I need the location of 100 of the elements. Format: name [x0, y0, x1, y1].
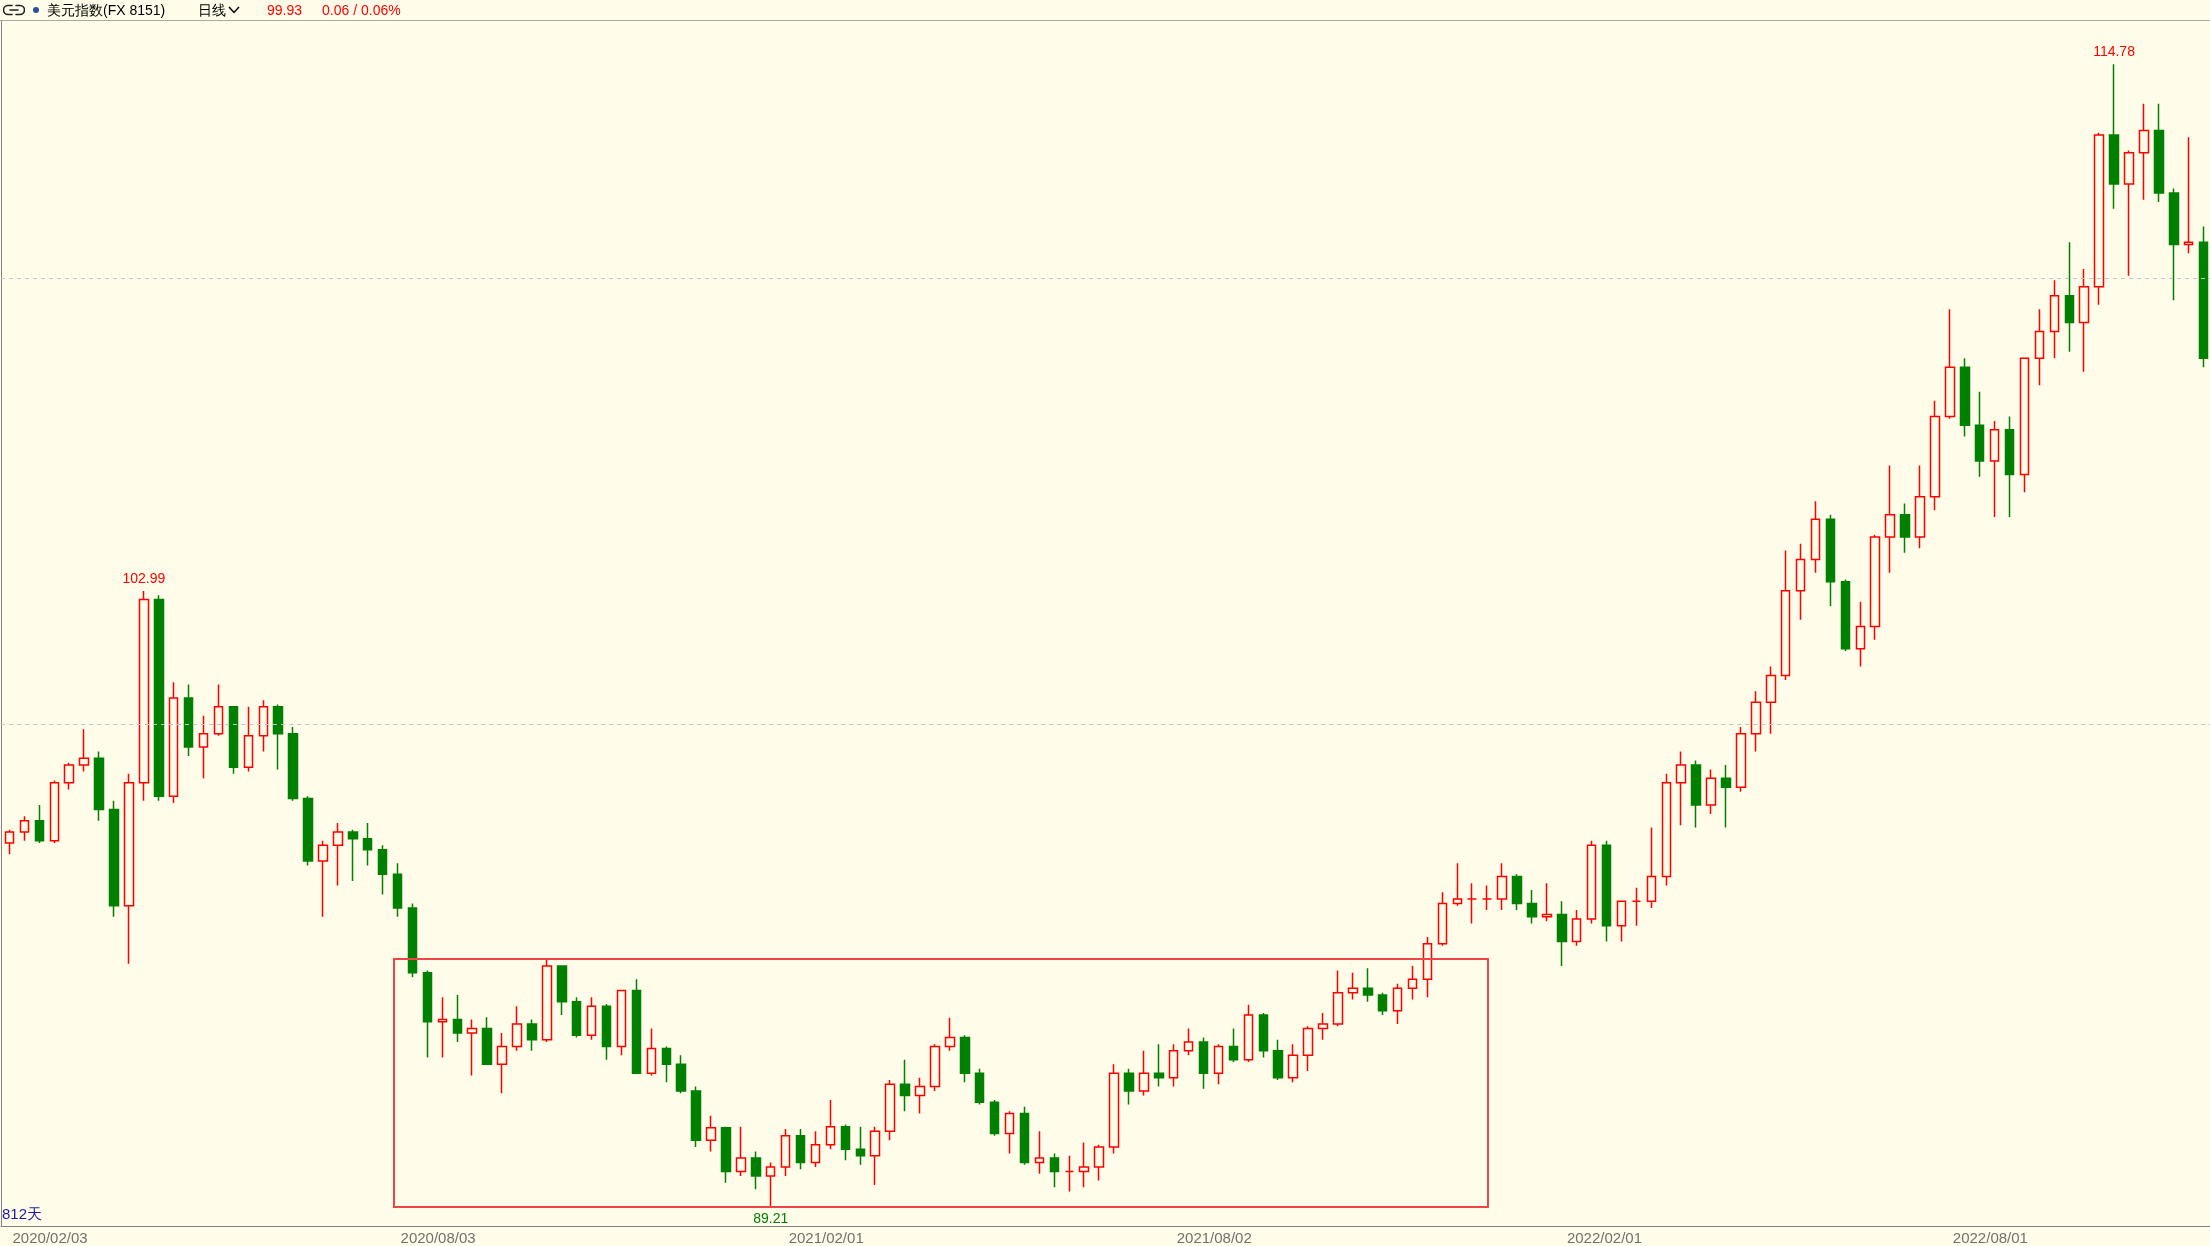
candlestick: [198, 715, 209, 780]
candlestick: [750, 1150, 762, 1191]
candlestick: [675, 1054, 687, 1095]
candlestick: [93, 750, 105, 822]
candlestick: [19, 815, 30, 842]
candlestick: [1347, 971, 1359, 1001]
candlestick: [2049, 279, 2060, 360]
candlestick: [362, 822, 373, 867]
candlestick: [1661, 773, 1672, 887]
x-tick-label: 2020/02/03: [12, 1229, 88, 1246]
x-tick-label: 2022/08/01: [1952, 1229, 2028, 1246]
candlestick: [884, 1079, 896, 1141]
candlestick: [258, 699, 269, 753]
candlestick: [392, 862, 403, 918]
candlestick: [123, 773, 135, 965]
candlestick: [213, 683, 224, 737]
candlestick: [1452, 862, 1463, 907]
candlestick: [1675, 750, 1687, 826]
candlestick: [1407, 965, 1418, 1001]
candlestick: [1840, 578, 1851, 652]
candlestick: [407, 902, 418, 978]
candlestick: [34, 804, 45, 844]
x-tick-label: 2021/02/01: [788, 1229, 864, 1246]
candlestick: [1780, 549, 1791, 681]
candlestick: [1183, 1027, 1194, 1057]
annotation: 812天: [2, 1205, 43, 1222]
candlestick: [780, 1128, 791, 1177]
candlestick: [1571, 909, 1582, 947]
x-tick-label: 2020/08/03: [400, 1229, 476, 1246]
candlestick: [243, 706, 254, 773]
annotation: 102.99: [122, 570, 166, 587]
candlestick: [1705, 768, 1717, 815]
candlestick: [690, 1085, 702, 1148]
candlestick: [1317, 1012, 1329, 1041]
candlestick: [646, 1027, 657, 1077]
x-tick-label: 2022/02/01: [1566, 1229, 1642, 1246]
candlestick: [1601, 840, 1612, 943]
candlestick: [332, 822, 344, 887]
candlestick: [1377, 992, 1388, 1016]
text: 99.93: [267, 2, 303, 18]
candlestick: [1496, 862, 1508, 911]
candlestick: [317, 840, 329, 918]
candlestick: [765, 1161, 776, 1208]
candlestick: [2198, 225, 2209, 369]
candlestick: [511, 1005, 523, 1052]
candlestick: [287, 726, 299, 802]
candlestick: [825, 1099, 836, 1150]
candlestick: [1064, 1155, 1075, 1193]
candlestick: [63, 761, 75, 791]
candlestick: [466, 1018, 478, 1077]
candlestick: [586, 996, 597, 1041]
candlestick: [1437, 891, 1448, 947]
candlestick: [1810, 500, 1821, 574]
candlestick: [1138, 1050, 1150, 1097]
candlestick: [1258, 1012, 1269, 1059]
candlestick: [168, 681, 179, 804]
candlestick: [302, 795, 314, 867]
candlestick: [840, 1123, 851, 1162]
candlestick: [1019, 1105, 1030, 1166]
text: 0.06 / 0.06%: [322, 2, 401, 18]
candlestick: [1795, 543, 1806, 621]
candlestick: [541, 958, 553, 1043]
candlestick: [705, 1114, 717, 1153]
candlestick: [1825, 513, 1836, 608]
candlestick: [1004, 1110, 1015, 1155]
candlestick: [1586, 840, 1597, 925]
candlestick: [1362, 967, 1374, 1003]
candlestick: [661, 1045, 672, 1083]
annotation: 89.21: [753, 1209, 789, 1226]
candlestick: [1616, 900, 1627, 943]
candlestick: [1168, 1043, 1179, 1088]
candlestick: [855, 1126, 866, 1166]
candlestick: [571, 996, 582, 1039]
candlestick: [526, 1018, 538, 1052]
candlestick: [1884, 464, 1896, 574]
candlestick: [108, 799, 120, 918]
candlestick: [2019, 357, 2030, 494]
candlestick: [1243, 1004, 1254, 1063]
candlestick: [496, 1032, 508, 1095]
candlestick: [377, 844, 388, 896]
candlestick: [1959, 357, 1971, 438]
candlestick: [631, 978, 642, 1074]
candlestick: [1213, 1043, 1224, 1086]
candlestick: [2153, 102, 2165, 203]
candlestick: [1899, 502, 1911, 554]
candlestick: [1332, 969, 1344, 1028]
candlestick: [1302, 1025, 1314, 1072]
candlestick: [2108, 63, 2120, 210]
chart-title: 美元指数(FX 8151): [47, 2, 166, 18]
candlestick: [1511, 873, 1523, 911]
candlestick: [138, 590, 150, 802]
candlestick: [929, 1043, 941, 1092]
candlestick: [1123, 1067, 1135, 1106]
candlestick: [1541, 882, 1553, 923]
candlestick: [1646, 826, 1657, 909]
candlestick: [1735, 726, 1747, 793]
candlestick: [1078, 1141, 1090, 1188]
candlestick: [183, 683, 194, 757]
candlestick: [974, 1067, 985, 1106]
candlestick: [481, 1016, 493, 1066]
